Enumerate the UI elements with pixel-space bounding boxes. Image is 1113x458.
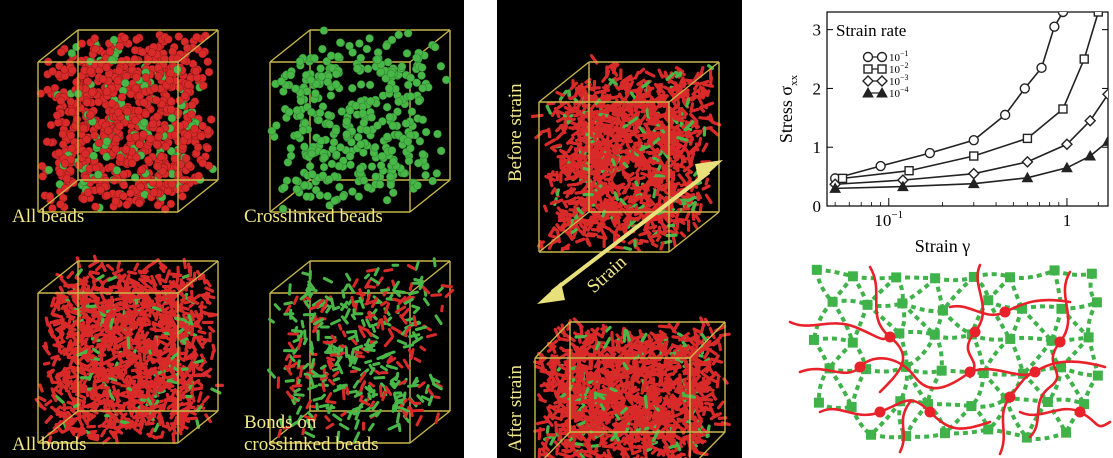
bonds-after-strain [532,316,731,458]
y-tick-label: 2 [813,79,822,98]
label-all-bonds: All bonds [12,434,87,455]
cell-bonds-crosslinked: Bonds on crosslinked beads [236,233,464,458]
crosslink-network [808,264,1103,443]
series-diamond [829,88,1108,191]
series-square [837,12,1104,184]
cell-all-bonds: All bonds [4,233,232,458]
cube-all-bonds [34,254,224,447]
y-tick-label: 0 [813,197,822,216]
legend-item: 10−4 [862,85,909,100]
cube-frame-2 [37,260,219,444]
label-bonds-on: Bonds on [244,412,317,433]
cube-frame-0 [37,29,219,213]
legend-title: Strain rate [836,21,906,40]
cube-crosslinked-beads [267,26,451,214]
strain-cubes [530,54,731,458]
network-schematic [770,262,1113,458]
stress-strain-chart: 0 1 2 3 10−1 1 Strain γ Stress σxx Strain rate 10… [770,0,1113,262]
cube-frame-after [534,321,726,458]
y-tick-label: 1 [813,138,822,157]
cube-bonds-crosslinked [267,257,455,444]
beads-green [267,26,451,214]
y-tick-label: 3 [813,21,822,40]
x-tick-label: 10−1 [874,209,903,230]
series-triangle [829,135,1108,193]
cell-crosslinked-beads: Crosslinked beads [236,4,464,230]
bonds-before-strain [530,54,722,253]
label-crosslinked-beads: Crosslinked beads [244,206,383,227]
polymer-chains [788,263,1112,456]
bonds-crosslinked [267,257,455,443]
cube-frame-before [538,61,720,253]
plot-frame [826,11,1109,207]
cell-all-beads: All beads [4,4,232,230]
cube-all-beads [36,29,219,214]
beads-all [36,30,218,214]
label-after-strain: After strain [505,364,526,452]
bonds-all [34,254,224,447]
y-axis-label: Stress σxx [776,74,800,143]
simulation-grid: All beads Crosslinked beads All bonds Bo… [0,0,464,458]
network-svg [788,263,1112,456]
x-tick-label: 1 [1063,211,1072,230]
strain-double-arrow [537,160,723,304]
legend-item: 10−3 [862,73,909,88]
x-axis-label: Strain γ [915,236,970,256]
strain-panel: Before strain After strain Strain [497,0,742,458]
label-before-strain: Before strain [505,83,526,182]
label-all-beads: All beads [12,206,85,227]
label-crosslinked-beads-2: crosslinked beads [244,434,379,455]
